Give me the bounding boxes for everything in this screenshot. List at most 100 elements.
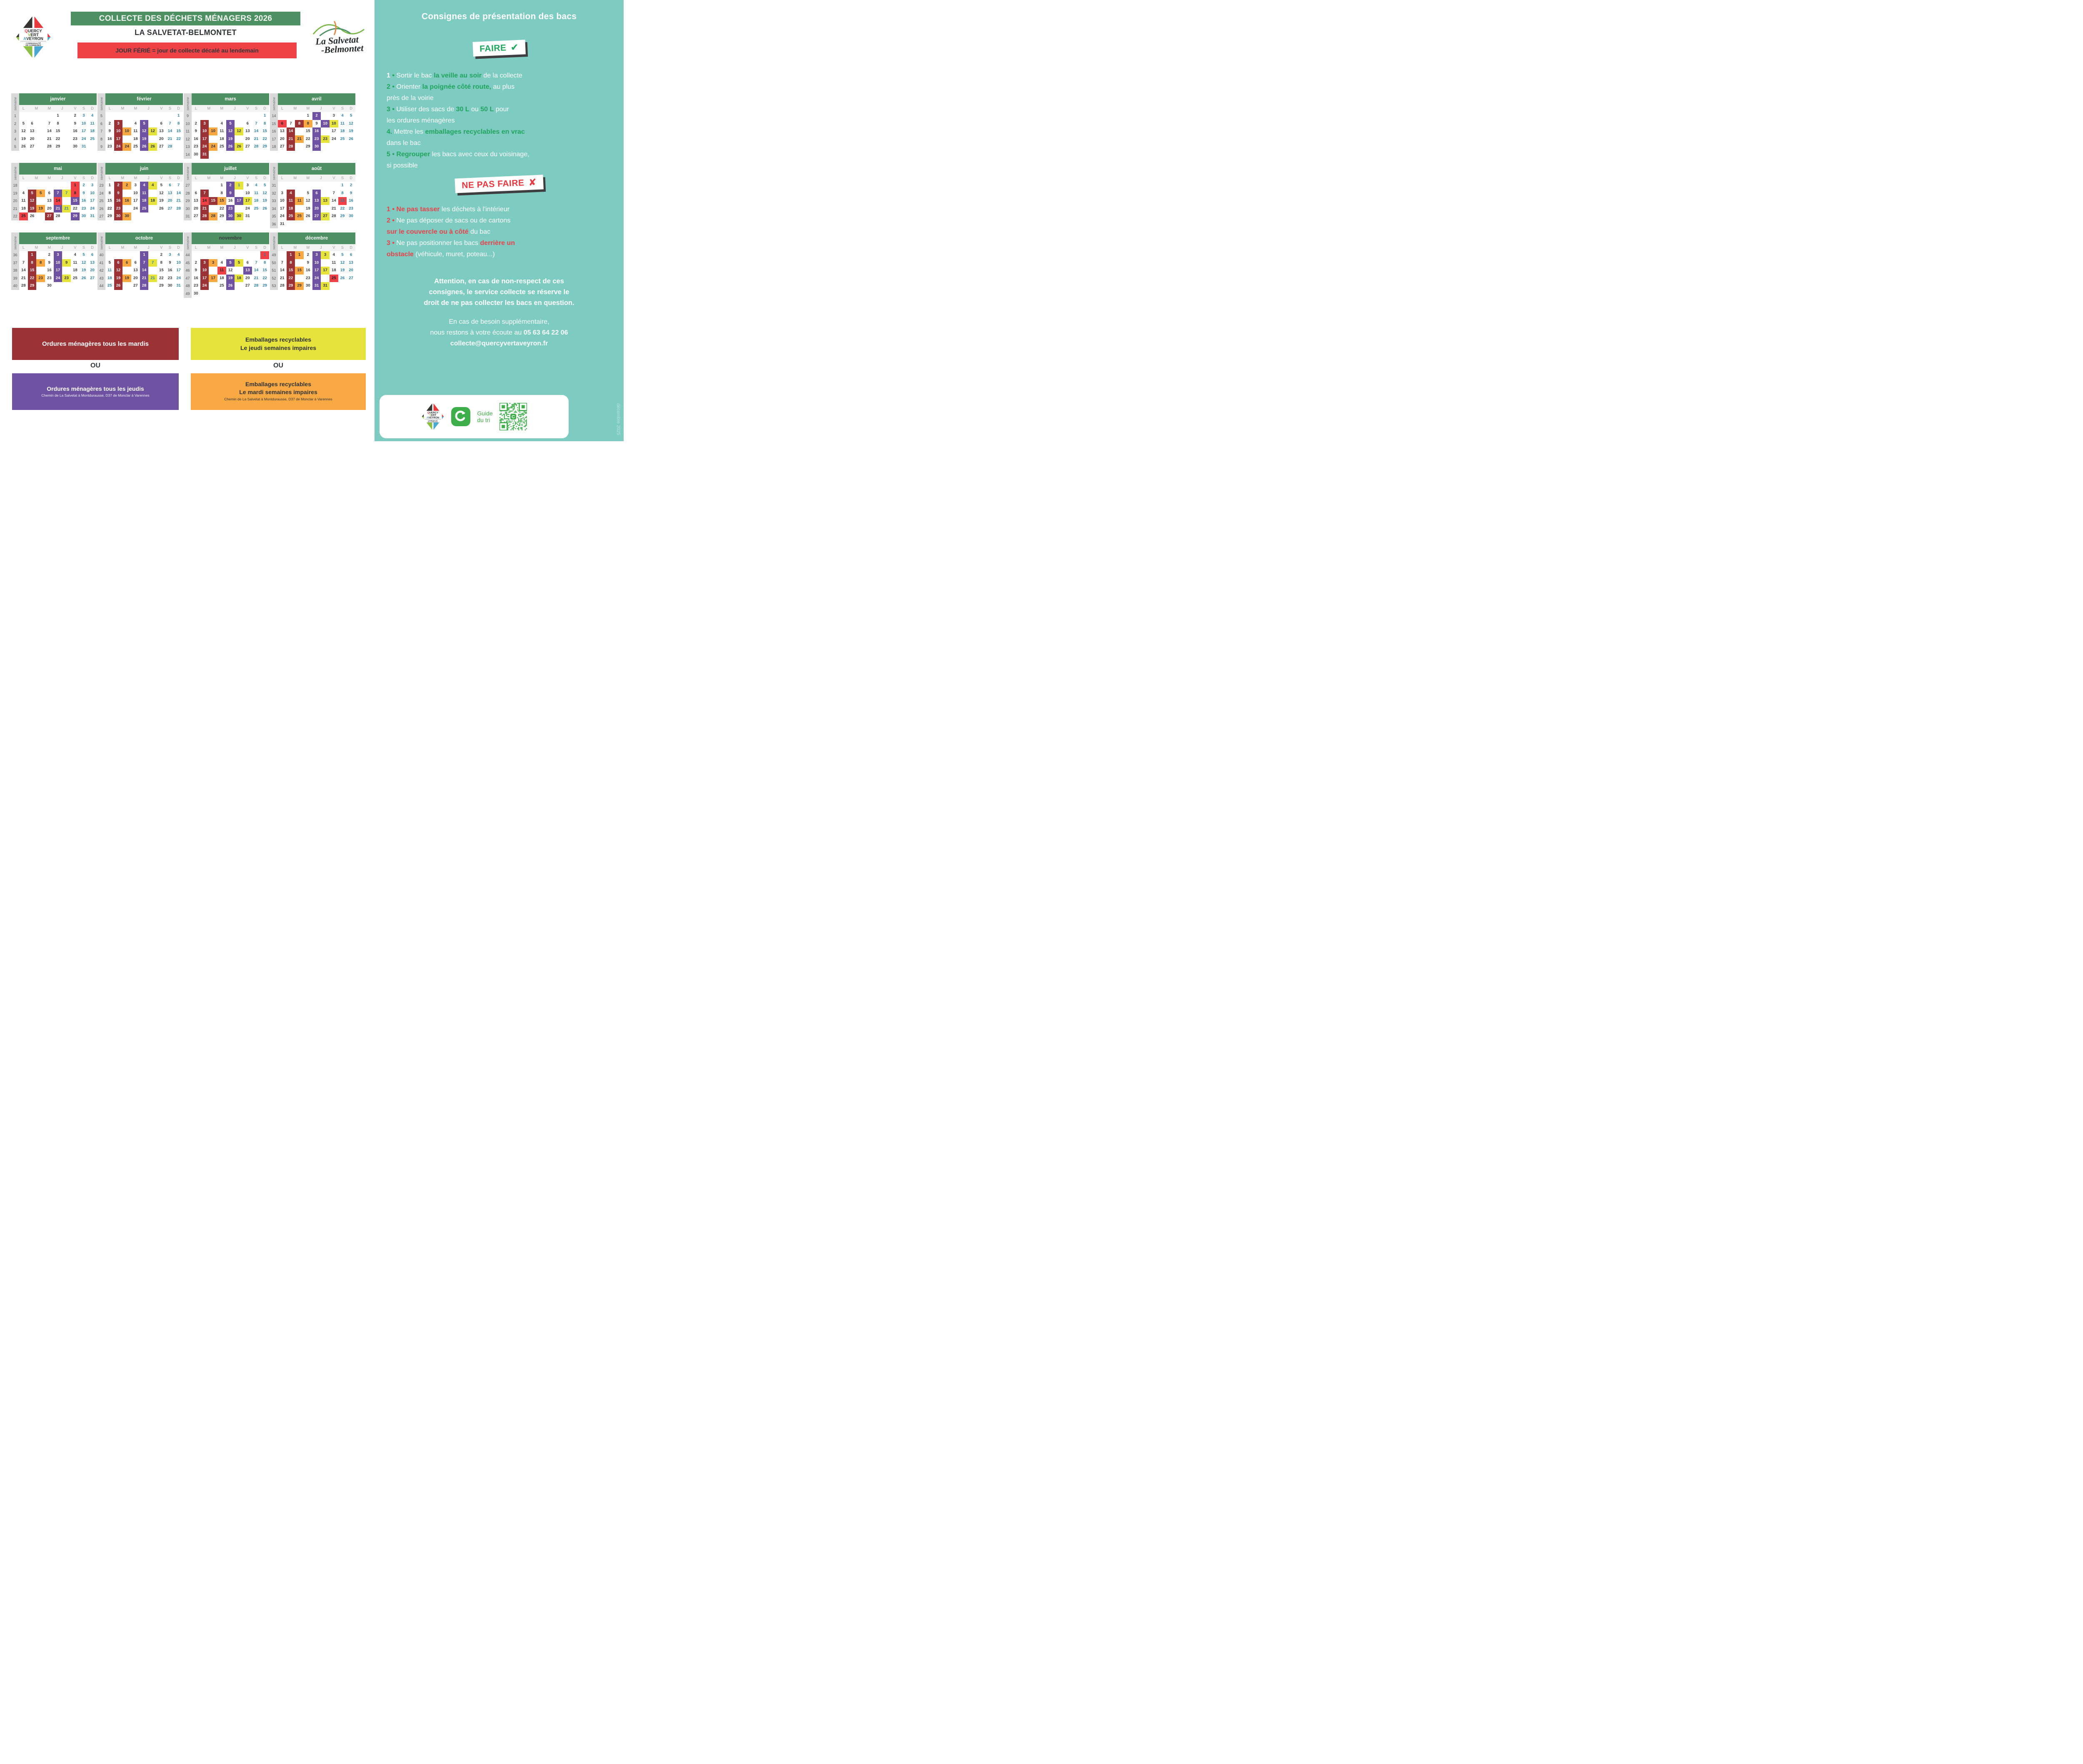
day-cell-pu: 10 bbox=[53, 259, 62, 267]
guide-du-tri-label: Guide du tri bbox=[477, 410, 493, 423]
week-row: 11 12 13 14 15 16 17 bbox=[19, 197, 97, 205]
day-cell-fe: 25 bbox=[329, 274, 338, 282]
day-letter: S bbox=[82, 245, 85, 250]
day-cell: 2 bbox=[307, 252, 309, 257]
text-line: 5 • Regrouper les bacs avec ceux du vois… bbox=[387, 151, 529, 158]
day-cell: 19 bbox=[340, 268, 345, 273]
day-cell-fe: 15 bbox=[338, 197, 347, 205]
day-cell: 29 bbox=[262, 283, 267, 288]
day-cell: 25 bbox=[254, 206, 259, 211]
day-letter: S bbox=[82, 176, 85, 180]
day-cell-dr: 8 bbox=[295, 120, 304, 128]
day-cell: 1 bbox=[108, 183, 111, 187]
week-number: 2 bbox=[14, 121, 16, 126]
semaine-label: semaine bbox=[100, 166, 103, 180]
day-cell-dr: 24 bbox=[114, 143, 123, 151]
week-number: 27 bbox=[185, 183, 190, 187]
day-cell: 26 bbox=[81, 275, 86, 280]
week-row: 23 24 24 25 26 26 27 28 bbox=[105, 143, 183, 151]
day-cell-dr: 24 bbox=[200, 282, 209, 290]
day-cell-fe: 8 bbox=[70, 189, 80, 197]
day-cell: 1 bbox=[307, 113, 309, 118]
svg-text:AVEYRON: AVEYRON bbox=[427, 416, 440, 419]
svg-text:QUERCY: QUERCY bbox=[427, 412, 438, 415]
day-cell-ye: 4 bbox=[148, 182, 157, 190]
week-row: 27 28 29 30 bbox=[278, 143, 355, 151]
day-cell-ye: 12 bbox=[148, 127, 157, 135]
day-cell-dr: 10 bbox=[200, 127, 209, 135]
week-number: 39 bbox=[13, 276, 17, 280]
day-cell-fe: 1 bbox=[71, 182, 80, 190]
day-cell-ye: 3 bbox=[321, 251, 330, 259]
day-cell-dr: 3 bbox=[200, 259, 209, 267]
day-cell-ye: 18 bbox=[148, 197, 157, 205]
day-letter: V bbox=[332, 245, 335, 250]
day-cell: 11 bbox=[73, 260, 77, 265]
day-cell: 21 bbox=[47, 136, 52, 141]
semaine-label: semaine bbox=[13, 166, 17, 180]
legend-om-jeudi-label: Ordures ménagères tous les jeudis bbox=[47, 385, 144, 392]
day-cell-dr: 29 bbox=[286, 282, 295, 290]
day-cell: 2 bbox=[108, 121, 111, 126]
day-cell-ye: 7 bbox=[148, 259, 157, 267]
legend-emb-jeudi-line1: Emballages recyclables bbox=[245, 336, 311, 343]
day-cell-ye: 26 bbox=[148, 143, 157, 151]
day-cell: 11 bbox=[340, 121, 345, 126]
month-octobre: semaine 40 41 42 43 44 octobre L M M J V S D 1 2 3 4 5 6 6 6 7… bbox=[97, 232, 183, 290]
week-row: 16 17 18 19 20 21 22 bbox=[192, 135, 269, 143]
day-cell: 23 bbox=[81, 206, 86, 211]
day-letter: J bbox=[147, 176, 150, 180]
day-letter: S bbox=[168, 176, 171, 180]
month-title: février bbox=[105, 93, 183, 105]
day-letter: V bbox=[74, 106, 77, 110]
day-cell-dr: 28 bbox=[286, 143, 295, 151]
month-août: semaine 31 32 33 34 35 36 août L M M J V S D 1 2 3 4 5 6 7 8 9 1… bbox=[270, 163, 355, 228]
day-cell-or: 30 bbox=[122, 212, 131, 220]
day-cell-dr: 3 bbox=[114, 120, 123, 128]
day-cell-dr: 31 bbox=[200, 150, 209, 159]
week-row: 4 5 5 6 7 7 8 9 10 bbox=[19, 189, 97, 197]
day-cell-dr: 8 bbox=[27, 259, 37, 267]
day-cell: 10 bbox=[176, 260, 181, 265]
day-cell: 28 bbox=[167, 144, 172, 149]
day-cell-dr: 12 bbox=[114, 267, 123, 275]
day-letter: S bbox=[82, 106, 85, 110]
week-number: 16 bbox=[272, 129, 276, 134]
day-cell: 24 bbox=[280, 214, 285, 219]
week-number: 31 bbox=[272, 183, 276, 187]
text-line: collecte@quercyvertaveyron.fr bbox=[450, 340, 548, 347]
day-cell-pu: 17 bbox=[53, 267, 62, 275]
month-grid: octobre L M M J V S D 1 2 3 4 5 6 6 6 7 7 8 9 10 11 12 13 14 15 16… bbox=[105, 232, 183, 290]
day-cell: 10 bbox=[90, 190, 95, 195]
day-letter: V bbox=[246, 176, 249, 180]
week-row: 27 28 28 29 30 30 31 bbox=[192, 212, 269, 220]
day-letter: V bbox=[74, 176, 77, 180]
day-cell: 20 bbox=[159, 136, 164, 141]
text-line: 2 • Orienter la poignée côté route, au p… bbox=[387, 83, 515, 90]
day-cell: 16 bbox=[194, 136, 198, 141]
day-cell-dr: 1 bbox=[27, 251, 37, 259]
day-cell: 20 bbox=[30, 136, 35, 141]
day-cell: 15 bbox=[306, 129, 310, 134]
day-letter: L bbox=[195, 106, 197, 110]
week-number: 24 bbox=[99, 191, 104, 195]
day-cell: 16 bbox=[349, 198, 353, 203]
week-number: 49 bbox=[272, 253, 276, 257]
day-letter: J bbox=[61, 106, 63, 110]
day-cell: 10 bbox=[81, 121, 86, 126]
week-number: 19 bbox=[13, 191, 17, 195]
day-cell-pu: 3 bbox=[53, 251, 62, 259]
day-cell-or: 11 bbox=[295, 197, 304, 205]
day-cell-or: 28 bbox=[209, 212, 217, 220]
week-row: 26 27 28 29 30 31 bbox=[19, 143, 97, 151]
day-cell: 30 bbox=[194, 152, 198, 157]
day-cell: 27 bbox=[133, 283, 138, 288]
day-cell: 24 bbox=[133, 206, 138, 211]
attention-line: droit de ne pas collecter les bacs en qu… bbox=[424, 299, 574, 307]
day-cell-ye: 1 bbox=[235, 182, 243, 190]
week-row: 5 6 6 6 7 7 8 9 10 bbox=[105, 259, 183, 267]
day-cell: 20 bbox=[194, 206, 198, 211]
day-cell: 19 bbox=[81, 268, 86, 273]
day-cell-pu: 10 bbox=[321, 120, 330, 128]
